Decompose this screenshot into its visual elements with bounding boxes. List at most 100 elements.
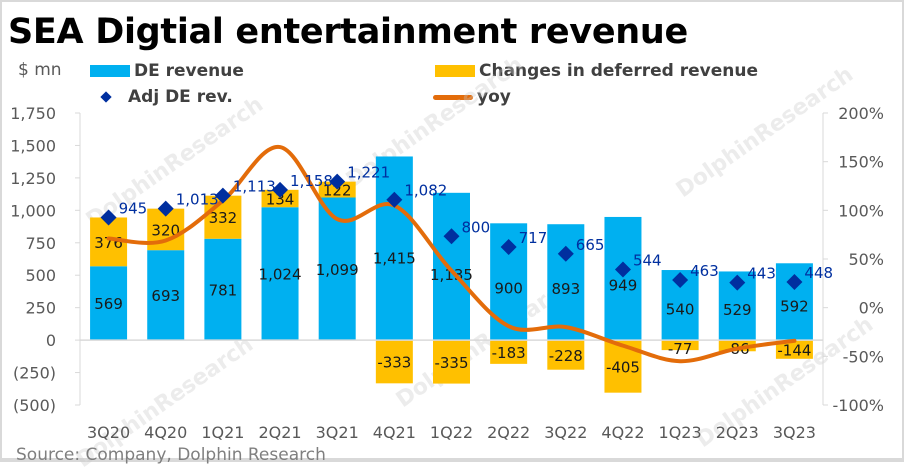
label-adj: 1,013 [176, 191, 219, 209]
left-tick-label: 1,500 [10, 136, 56, 155]
label-deferred: -335 [434, 354, 468, 372]
left-tick-label: 250 [25, 299, 56, 318]
left-tick-label: 750 [25, 234, 56, 253]
adj-diamond [443, 228, 460, 245]
label-de-revenue: 900 [494, 280, 523, 298]
label-de-revenue: 1,024 [259, 266, 302, 284]
label-de-revenue: 1,415 [373, 249, 416, 267]
unit-label: $ mn [18, 60, 62, 80]
adj-diamond [157, 200, 174, 217]
adj-diamond [329, 173, 346, 190]
x-tick-label: 4Q20 [144, 423, 187, 442]
adj-diamond [729, 274, 746, 291]
legend-de-revenue: DE revenue [90, 61, 244, 81]
bar-deferred [433, 340, 470, 384]
adj-diamond [500, 239, 517, 256]
right-tick-label: 150% [838, 153, 884, 172]
legend-swatch-deferred [435, 65, 475, 77]
label-adj: 1,113 [233, 178, 276, 196]
bar-deferred [261, 189, 299, 208]
right-tick-label: -50% [843, 347, 884, 366]
label-de-revenue: 1,099 [316, 261, 359, 279]
bar-de-revenue [147, 250, 185, 341]
legend-label-de-revenue: DE revenue [134, 61, 244, 81]
left-tick-label: 0 [46, 331, 56, 350]
label-de-revenue: 592 [780, 298, 809, 316]
label-de-revenue: 1,135 [430, 266, 473, 284]
adj-diamond [100, 209, 117, 226]
label-adj: 544 [633, 252, 662, 270]
left-tick-label: 500 [25, 266, 56, 285]
bar-deferred [547, 340, 585, 370]
adj-diamond [214, 187, 231, 204]
adj-diamond [557, 245, 574, 262]
right-tick-label: 0% [859, 299, 884, 318]
label-adj: 800 [462, 218, 491, 236]
label-de-revenue: 569 [94, 295, 123, 313]
label-deferred: -228 [549, 347, 583, 365]
x-tick-label: 4Q22 [601, 423, 644, 442]
left-tick-label: 1,750 [10, 104, 56, 123]
legend-adj: Adj DE rev. [86, 87, 233, 107]
bar-deferred [661, 340, 699, 351]
adj-diamond [614, 261, 631, 278]
label-deferred: -183 [492, 344, 526, 362]
source-note: Source: Company, Dolphin Research [16, 445, 326, 465]
bar-de-revenue [547, 224, 585, 341]
left-tick-label: (250) [13, 364, 56, 383]
label-deferred: 320 [151, 221, 180, 239]
legend-yoy: yoy [433, 87, 511, 107]
right-tick-label: -100% [832, 396, 884, 415]
right-tick-label: 200% [838, 104, 884, 123]
adj-diamond [272, 181, 289, 198]
right-tick-label: 100% [838, 201, 884, 220]
label-adj: 443 [747, 265, 776, 283]
label-deferred: 122 [323, 182, 352, 200]
bar-de-revenue [375, 156, 413, 341]
bar-de-revenue [604, 216, 642, 341]
bar-deferred [490, 340, 528, 364]
label-adj: 1,158 [290, 172, 333, 190]
adj-diamond [786, 273, 803, 290]
legend-line-icon [433, 94, 473, 100]
label-de-revenue: 893 [551, 280, 580, 298]
label-de-revenue: 693 [151, 287, 180, 305]
right-tick-label: 50% [848, 250, 884, 269]
bar-de-revenue [90, 266, 128, 341]
adj-diamond [386, 191, 403, 208]
x-tick-label: 2Q23 [716, 423, 759, 442]
label-deferred: -333 [377, 354, 411, 372]
label-adj: 945 [119, 199, 148, 217]
label-deferred: -144 [777, 341, 811, 359]
chart-frame [0, 0, 904, 462]
x-tick-label: 1Q22 [430, 423, 473, 442]
x-tick-label: 2Q21 [258, 423, 301, 442]
legend-label-adj: Adj DE rev. [128, 87, 233, 107]
label-deferred: 134 [266, 191, 295, 209]
left-tick-label: 1,250 [10, 169, 56, 188]
label-adj: 463 [690, 262, 719, 280]
left-tick-label: (500) [13, 396, 56, 415]
bar-de-revenue [204, 238, 242, 341]
bar-de-revenue [261, 207, 299, 341]
legend-swatch-de-revenue [90, 65, 130, 77]
bar-deferred [775, 340, 813, 359]
label-adj: 448 [804, 264, 833, 282]
chart-title: SEA Digtial entertainment revenue [8, 12, 688, 52]
label-deferred: 332 [209, 209, 238, 227]
label-de-revenue: 529 [723, 301, 752, 319]
label-de-revenue: 949 [609, 277, 638, 295]
label-de-revenue: 781 [209, 281, 238, 299]
legend-label-yoy: yoy [477, 87, 511, 107]
bar-deferred [718, 340, 756, 352]
x-tick-label: 1Q21 [201, 423, 244, 442]
bar-de-revenue [433, 192, 470, 341]
legend-deferred: Changes in deferred revenue [435, 61, 758, 81]
x-tick-label: 1Q23 [659, 423, 702, 442]
label-adj: 717 [519, 229, 548, 247]
label-deferred: -77 [668, 340, 693, 358]
label-adj: 665 [576, 236, 605, 254]
label-adj: 1,082 [404, 182, 447, 200]
adj-diamond [672, 272, 689, 289]
